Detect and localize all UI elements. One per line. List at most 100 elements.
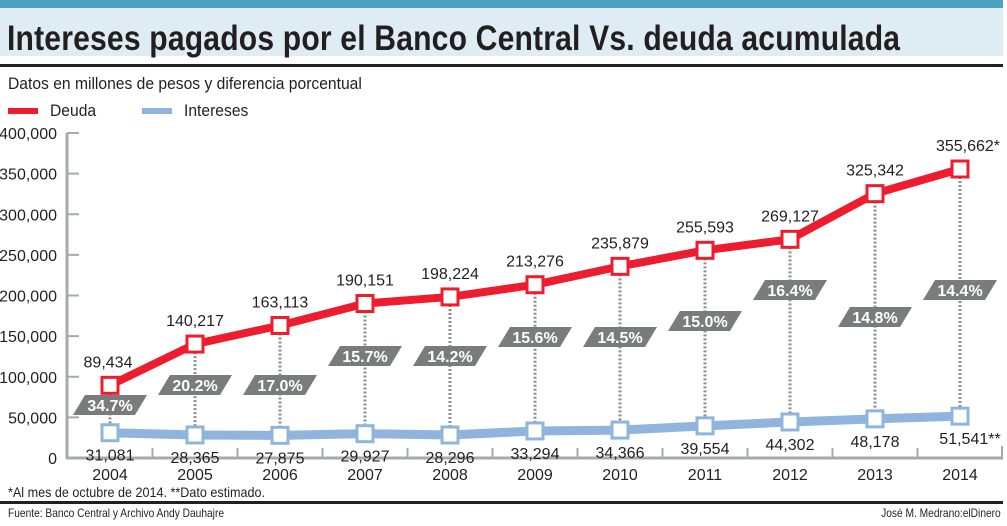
axes: 0 50,000 100,000 150,000 200,000 250,000 300,0… (0, 126, 1003, 482)
percent-badge-label: 15.6% (512, 330, 557, 347)
intereses-value-label: 51,541** (939, 431, 1000, 448)
deuda-marker (950, 159, 970, 179)
intereses-value-label: 39,554 (681, 441, 730, 458)
intereses-value-label: 29,927 (341, 449, 390, 466)
percent-badge (668, 311, 742, 331)
deuda-marker (270, 315, 290, 335)
deuda-value-label: 163,113 (252, 294, 309, 311)
deuda-value-label: 355,662* (936, 138, 1000, 155)
percent-badge-label: 16.4% (767, 283, 812, 300)
intereses-marker (185, 425, 205, 445)
x-tick-label: 2010 (602, 467, 638, 482)
y-tick-label: 100,000 (0, 370, 57, 387)
intereses-value-label: 28,296 (426, 450, 475, 467)
legend-item-intereses: Intereses (142, 101, 254, 121)
percent-badge-label: 17.0% (257, 378, 302, 395)
deuda-value-label: 213,276 (506, 254, 564, 271)
intereses-marker (865, 409, 885, 429)
intereses-value-label: 34,366 (596, 445, 645, 462)
top-accent-bar (0, 0, 1003, 8)
line-chart: 0 50,000 100,000 150,000 200,000 250,000 300,0… (0, 126, 1003, 482)
intereses-marker (440, 425, 460, 445)
intereses-marker (695, 416, 715, 436)
deuda-marker (695, 240, 715, 260)
deuda-value-label: 89,434 (84, 354, 133, 371)
x-tick-label: 2011 (688, 467, 723, 482)
x-tick-label: 2004 (92, 467, 128, 482)
connector-lines (108, 169, 962, 436)
y-tick-label: 200,000 (0, 289, 57, 306)
deuda-value-label: 198,224 (421, 266, 479, 283)
x-tick-label: 2005 (177, 467, 213, 482)
intereses-marker (270, 425, 290, 445)
percent-badge-label: 20.2% (172, 378, 217, 395)
percent-badge-label: 14.2% (427, 349, 472, 366)
intereses-marker (950, 406, 970, 426)
series-markers (100, 159, 970, 445)
legend-swatch-deuda (8, 108, 38, 114)
y-tick-label: 0 (48, 451, 57, 468)
percent-badge (243, 375, 317, 395)
intereses-marker (525, 421, 545, 441)
source-text: Fuente: Banco Central y Archivo Andy Dau… (8, 506, 225, 520)
intereses-value-label: 31,081 (86, 448, 135, 465)
percent-badge (73, 395, 147, 415)
legend-label-intereses: Intereses (184, 101, 249, 120)
y-tick-label: 50,000 (8, 410, 57, 427)
title-band: Intereses pagados por el Banco Central V… (0, 8, 1003, 58)
intereses-value-label: 48,178 (851, 434, 900, 451)
percent-badge-label: 15.0% (682, 314, 727, 331)
percent-badge-label: 14.4% (937, 283, 982, 300)
y-tick-label: 400,000 (0, 126, 57, 143)
legend-label-deuda: Deuda (50, 101, 97, 120)
title-divider (0, 64, 1003, 67)
percent-badge (158, 375, 232, 395)
intereses-marker (610, 420, 630, 440)
intereses-marker (355, 424, 375, 444)
footnote: *Al mes de octubre de 2014. **Dato estim… (8, 484, 266, 500)
deuda-value-label: 269,127 (761, 208, 819, 225)
legend-item-deuda: Deuda (8, 101, 100, 121)
data-labels: 89,434 140,217 163,113 190,151 198,224 213,27… (84, 138, 1001, 467)
y-tick-label: 350,000 (0, 167, 57, 184)
x-tick-label: 2008 (432, 467, 468, 482)
percent-badge (498, 327, 572, 347)
deuda-marker (185, 334, 205, 354)
deuda-marker (355, 294, 375, 314)
percent-badge-label: 34.7% (87, 398, 132, 415)
x-tick-label: 2006 (262, 467, 298, 482)
x-tick-label: 2014 (942, 467, 978, 482)
intereses-value-label: 28,365 (171, 450, 220, 467)
percent-badge-label: 15.7% (342, 349, 387, 366)
deuda-marker (440, 287, 460, 307)
x-tick-label: 2013 (857, 467, 893, 482)
chart-title: Intereses pagados por el Banco Central V… (7, 19, 901, 58)
percent-badge (328, 346, 402, 366)
y-tick-label: 250,000 (0, 248, 57, 265)
credit-text: José M. Medrano:elDinero (881, 506, 1001, 520)
percent-badge (583, 327, 657, 347)
deuda-marker (780, 229, 800, 249)
intereses-marker (100, 423, 120, 443)
deuda-marker (525, 275, 545, 295)
intereses-value-label: 27,875 (256, 450, 305, 467)
intereses-marker (780, 412, 800, 432)
percent-badges: 34.7% 20.2% 17.0% 15.7% 14.2% 15.6% 14.5% 15.0%… (73, 280, 997, 415)
percent-badge-label: 14.5% (597, 330, 642, 347)
chart-subtitle: Datos en millones de pesos y diferencia … (8, 74, 362, 93)
deuda-marker (100, 375, 120, 395)
deuda-value-label: 190,151 (336, 273, 394, 290)
x-tick-label: 2007 (347, 467, 383, 482)
deuda-marker (610, 256, 630, 276)
percent-badge (413, 346, 487, 366)
y-tick-label: 300,000 (0, 207, 57, 224)
percent-badge (923, 280, 997, 300)
deuda-value-label: 325,342 (846, 163, 904, 180)
x-tick-label: 2012 (772, 467, 808, 482)
percent-badge (753, 280, 827, 300)
percent-badge-label: 14.8% (852, 310, 897, 327)
deuda-value-label: 140,217 (166, 313, 224, 330)
intereses-value-label: 33,294 (511, 446, 560, 463)
deuda-marker (865, 184, 885, 204)
deuda-value-label: 235,879 (591, 235, 649, 252)
